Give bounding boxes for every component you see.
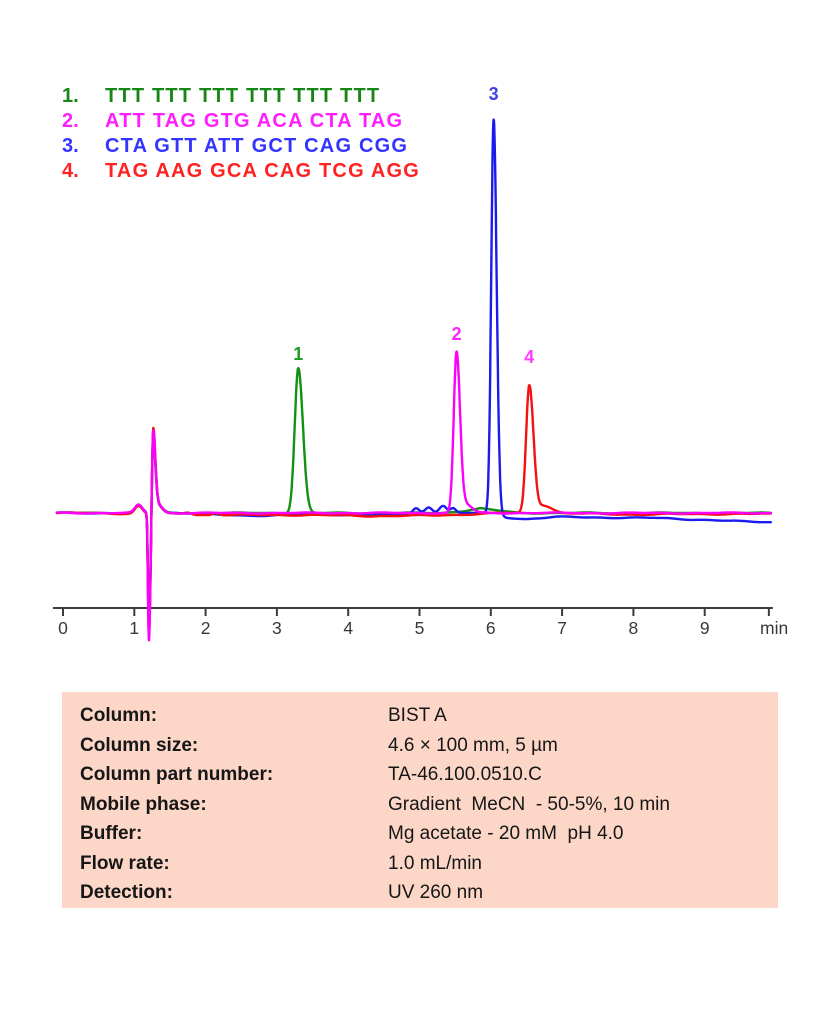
- condition-label: Mobile phase:: [80, 793, 207, 815]
- condition-row: Column: BIST A: [80, 701, 778, 731]
- tick-label: 6: [486, 618, 496, 638]
- conditions-panel: Column: BIST A Column size: 4.6 × 100 mm, 5…: [62, 692, 778, 908]
- condition-row: Mobile phase: Gradient MeCN - 50-5%, 10 m…: [80, 790, 778, 820]
- trace-1: [55, 367, 772, 626]
- chromatogram-plot: 0 1 2 3 4 5 6 7 8 9 min 1 2 3 4: [52, 84, 788, 642]
- tick-label: 8: [629, 618, 639, 638]
- condition-row: Buffer: Mg acetate - 20 mM pH 4.0: [80, 819, 778, 849]
- tick-label: 4: [343, 618, 353, 638]
- condition-value: TA-46.100.0510.C: [388, 764, 542, 785]
- tick-label: 0: [58, 618, 68, 638]
- legend-number: 3.: [62, 135, 79, 157]
- condition-row: Column size: 4.6 × 100 mm, 5 µm: [80, 731, 778, 761]
- legend-item: 1. TTT TTT TTT TTT TTT TTT: [62, 84, 420, 109]
- condition-label: Flow rate:: [80, 852, 170, 874]
- legend-item: 4. TAG AAG GCA CAG TCG AGG: [62, 159, 420, 184]
- tick-label: 1: [129, 618, 139, 638]
- peak-label-1: 1: [293, 344, 303, 364]
- legend-item: 2. ATT TAG GTG ACA CTA TAG: [62, 109, 420, 134]
- condition-label: Buffer:: [80, 823, 143, 844]
- chromatogram-svg: 0 1 2 3 4 5 6 7 8 9 min 1 2 3 4: [52, 84, 788, 642]
- legend-item: 3. CTA GTT ATT GCT CAG CGG: [62, 134, 420, 159]
- legend-number: 4.: [62, 160, 79, 182]
- condition-row: Detection: UV 260 nm: [80, 878, 778, 908]
- legend-number: 2.: [62, 110, 79, 132]
- condition-value: Gradient MeCN - 50-5%, 10 min: [388, 793, 670, 815]
- legend-sequence: TTT TTT TTT TTT TTT TTT: [105, 85, 381, 107]
- peak-label-3: 3: [489, 84, 499, 104]
- condition-row: Flow rate: 1.0 mL/min: [80, 849, 778, 879]
- tick-label: 5: [415, 618, 425, 638]
- legend-sequence: CTA GTT ATT GCT CAG CGG: [105, 135, 409, 157]
- condition-value: BIST A: [388, 705, 447, 726]
- tick-label: 9: [700, 618, 710, 638]
- legend-number: 1.: [62, 85, 79, 107]
- condition-label: Column:: [80, 705, 158, 726]
- x-axis-unit-label: min: [760, 618, 788, 638]
- condition-label: Column part number:: [80, 764, 274, 785]
- legend-sequence: ATT TAG GTG ACA CTA TAG: [105, 110, 404, 132]
- trace-4: [55, 350, 772, 642]
- peak-label-4: 4: [524, 347, 534, 367]
- tick-label: 7: [557, 618, 567, 638]
- condition-row: Column part number: TA-46.100.0510.C: [80, 760, 778, 790]
- peak-label-2: 2: [452, 324, 462, 344]
- legend-sequence: TAG AAG GCA CAG TCG AGG: [105, 160, 420, 182]
- sequence-legend: 1. TTT TTT TTT TTT TTT TTT 2. ATT TAG GTG A…: [62, 84, 420, 184]
- condition-label: Column size:: [80, 734, 199, 756]
- tick-label: 3: [272, 618, 282, 638]
- condition-value: 1.0 mL/min: [388, 852, 482, 874]
- condition-value: UV 260 nm: [388, 882, 484, 903]
- trace-2: [55, 118, 772, 631]
- condition-label: Detection:: [80, 882, 173, 903]
- condition-value: 4.6 × 100 mm, 5 µm: [388, 734, 558, 756]
- condition-value: Mg acetate - 20 mM pH 4.0: [388, 823, 624, 844]
- tick-label: 2: [201, 618, 211, 638]
